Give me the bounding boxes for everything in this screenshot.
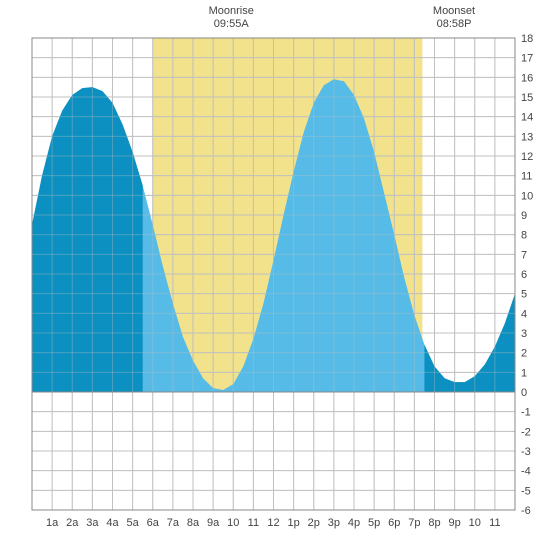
y-tick-label: 10 xyxy=(521,190,533,202)
x-tick-label: 4p xyxy=(348,517,360,529)
y-tick-label: -4 xyxy=(521,466,531,478)
x-tick-label: 5p xyxy=(368,517,380,529)
x-tick-label: 12 xyxy=(267,517,279,529)
y-tick-label: 12 xyxy=(521,151,533,163)
moonset-label: Moonset xyxy=(433,5,475,17)
y-tick-label: -3 xyxy=(521,446,531,458)
y-tick-label: -6 xyxy=(521,505,531,517)
moonrise-time: 09:55A xyxy=(214,18,250,30)
x-tick-label: 3p xyxy=(328,517,340,529)
y-tick-label: 14 xyxy=(521,112,533,124)
y-tick-label: 5 xyxy=(521,289,527,301)
y-tick-label: 13 xyxy=(521,131,533,143)
x-tick-label: 1a xyxy=(46,517,59,529)
y-tick-label: -1 xyxy=(521,407,531,419)
y-tick-label: 15 xyxy=(521,92,533,104)
x-tick-label: 10 xyxy=(227,517,239,529)
x-tick-label: 6p xyxy=(388,517,400,529)
moonset-time: 08:58P xyxy=(437,18,472,30)
y-tick-label: 8 xyxy=(521,230,527,242)
y-tick-label: 17 xyxy=(521,53,533,65)
x-tick-label: 8a xyxy=(187,517,200,529)
x-tick-label: 11 xyxy=(248,517,259,529)
x-tick-label: 3a xyxy=(86,517,99,529)
x-tick-label: 2p xyxy=(308,517,320,529)
y-tick-label: 18 xyxy=(521,33,533,45)
x-tick-label: 9a xyxy=(207,517,220,529)
y-tick-label: 9 xyxy=(521,210,527,222)
y-tick-label: -2 xyxy=(521,426,531,438)
x-tick-label: 7a xyxy=(167,517,180,529)
moonrise-label: Moonrise xyxy=(209,5,254,17)
y-tick-label: 11 xyxy=(521,171,532,183)
y-tick-label: 2 xyxy=(521,348,527,360)
x-tick-label: 6a xyxy=(147,517,160,529)
y-tick-label: 3 xyxy=(521,328,527,340)
y-tick-label: 6 xyxy=(521,269,527,281)
y-tick-label: 4 xyxy=(521,308,527,320)
x-tick-label: 11 xyxy=(489,517,500,529)
chart-canvas: -6-5-4-3-2-10123456789101112131415161718… xyxy=(0,0,550,550)
x-tick-label: 9p xyxy=(449,517,461,529)
x-tick-label: 8p xyxy=(428,517,440,529)
y-tick-label: 7 xyxy=(521,249,527,261)
y-tick-label: 0 xyxy=(521,387,527,399)
x-tick-label: 1p xyxy=(288,517,300,529)
x-tick-label: 4a xyxy=(106,517,119,529)
y-tick-label: 1 xyxy=(521,367,527,379)
x-tick-label: 10 xyxy=(469,517,481,529)
y-tick-label: -5 xyxy=(521,485,531,497)
tide-chart: -6-5-4-3-2-10123456789101112131415161718… xyxy=(0,0,550,550)
x-tick-label: 7p xyxy=(408,517,420,529)
x-tick-label: 5a xyxy=(127,517,140,529)
y-tick-label: 16 xyxy=(521,72,533,84)
x-tick-label: 2a xyxy=(66,517,79,529)
